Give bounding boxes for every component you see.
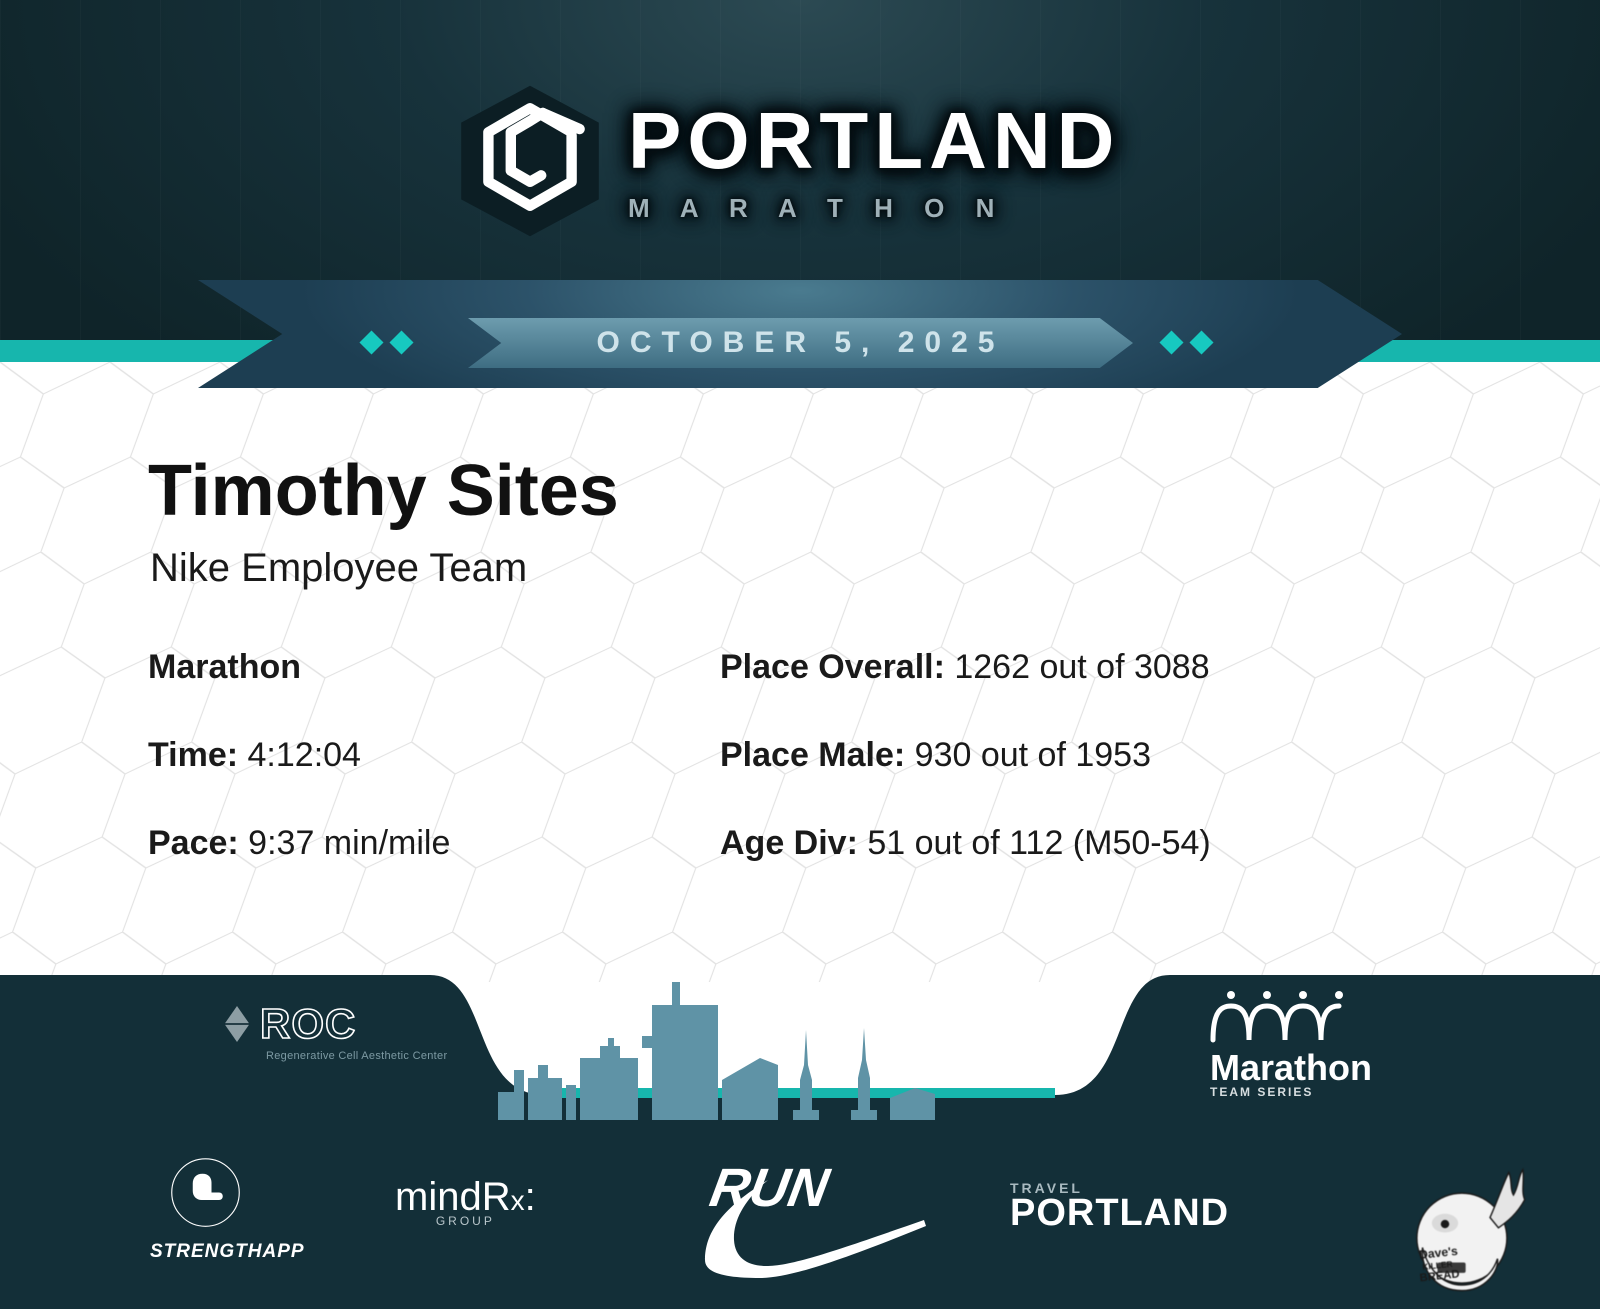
svg-text:RUN: RUN	[706, 1157, 835, 1218]
